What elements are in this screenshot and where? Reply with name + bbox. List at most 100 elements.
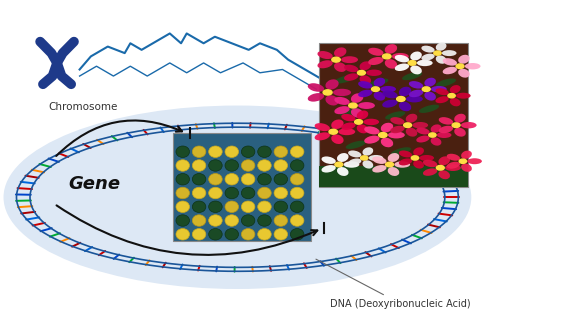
Ellipse shape — [176, 229, 189, 240]
Ellipse shape — [274, 215, 288, 226]
Ellipse shape — [334, 47, 346, 57]
Ellipse shape — [258, 173, 271, 185]
Ellipse shape — [431, 86, 447, 92]
Ellipse shape — [381, 123, 393, 132]
Circle shape — [335, 162, 343, 167]
Ellipse shape — [192, 201, 206, 213]
Circle shape — [422, 87, 430, 91]
Ellipse shape — [410, 51, 422, 61]
Ellipse shape — [241, 201, 255, 213]
Ellipse shape — [442, 58, 457, 66]
Ellipse shape — [338, 128, 355, 135]
Ellipse shape — [416, 136, 429, 142]
Ellipse shape — [290, 160, 304, 171]
Ellipse shape — [436, 42, 446, 51]
Ellipse shape — [274, 146, 288, 158]
Ellipse shape — [368, 57, 384, 65]
Ellipse shape — [341, 122, 355, 130]
Ellipse shape — [225, 215, 238, 226]
Ellipse shape — [383, 90, 398, 98]
Ellipse shape — [176, 160, 189, 171]
Ellipse shape — [337, 167, 349, 176]
Circle shape — [323, 90, 332, 95]
Ellipse shape — [372, 157, 386, 164]
Ellipse shape — [334, 75, 355, 84]
Ellipse shape — [399, 87, 411, 96]
Ellipse shape — [363, 147, 373, 156]
Ellipse shape — [419, 155, 434, 161]
Ellipse shape — [344, 161, 359, 168]
Ellipse shape — [208, 215, 222, 226]
Ellipse shape — [368, 155, 383, 161]
Ellipse shape — [467, 158, 482, 164]
Circle shape — [349, 103, 357, 108]
Circle shape — [403, 123, 411, 127]
Ellipse shape — [390, 117, 405, 125]
Ellipse shape — [290, 173, 304, 185]
Circle shape — [408, 61, 416, 65]
Ellipse shape — [192, 187, 206, 199]
Ellipse shape — [385, 44, 397, 54]
Ellipse shape — [331, 135, 344, 144]
Circle shape — [434, 51, 441, 55]
Ellipse shape — [348, 159, 362, 165]
Ellipse shape — [308, 83, 324, 92]
Circle shape — [329, 129, 337, 134]
Circle shape — [452, 123, 460, 127]
Ellipse shape — [325, 79, 338, 89]
Ellipse shape — [241, 229, 255, 240]
Bar — [319, 43, 468, 188]
Ellipse shape — [348, 150, 362, 157]
Ellipse shape — [274, 160, 288, 171]
Ellipse shape — [290, 187, 304, 199]
Circle shape — [386, 162, 394, 167]
Ellipse shape — [192, 146, 206, 158]
Ellipse shape — [225, 201, 238, 213]
Ellipse shape — [421, 46, 434, 53]
Ellipse shape — [334, 63, 346, 72]
Ellipse shape — [318, 51, 333, 59]
Ellipse shape — [315, 123, 330, 131]
Ellipse shape — [225, 160, 238, 171]
Ellipse shape — [368, 78, 388, 87]
Ellipse shape — [391, 147, 411, 156]
FancyArrowPatch shape — [56, 205, 318, 255]
Circle shape — [372, 87, 380, 91]
Ellipse shape — [290, 201, 304, 213]
Ellipse shape — [431, 137, 441, 146]
Ellipse shape — [258, 146, 271, 158]
Text: DNA (Deoxyribonucleic Acid): DNA (Deoxyribonucleic Acid) — [316, 259, 471, 309]
Ellipse shape — [409, 90, 423, 97]
Ellipse shape — [334, 97, 350, 105]
Ellipse shape — [325, 95, 338, 106]
Ellipse shape — [192, 160, 206, 171]
Ellipse shape — [241, 187, 255, 199]
Ellipse shape — [424, 92, 436, 101]
Circle shape — [397, 96, 405, 101]
Ellipse shape — [258, 215, 271, 226]
Ellipse shape — [458, 69, 470, 78]
Ellipse shape — [436, 88, 449, 95]
Ellipse shape — [410, 65, 422, 74]
Ellipse shape — [368, 48, 384, 56]
Ellipse shape — [176, 146, 189, 158]
Ellipse shape — [445, 164, 461, 171]
Ellipse shape — [308, 93, 324, 102]
Ellipse shape — [225, 173, 238, 185]
Circle shape — [332, 57, 340, 62]
Ellipse shape — [241, 215, 255, 226]
Ellipse shape — [359, 61, 371, 70]
Ellipse shape — [406, 128, 418, 137]
Text: Gene: Gene — [68, 175, 120, 193]
Ellipse shape — [456, 93, 471, 99]
Circle shape — [436, 165, 444, 170]
Ellipse shape — [208, 229, 222, 240]
Ellipse shape — [413, 147, 424, 156]
Ellipse shape — [372, 165, 386, 172]
Ellipse shape — [351, 93, 363, 103]
Ellipse shape — [225, 146, 238, 158]
Ellipse shape — [176, 215, 189, 226]
Ellipse shape — [358, 102, 375, 109]
Ellipse shape — [385, 59, 397, 69]
Ellipse shape — [241, 146, 255, 158]
